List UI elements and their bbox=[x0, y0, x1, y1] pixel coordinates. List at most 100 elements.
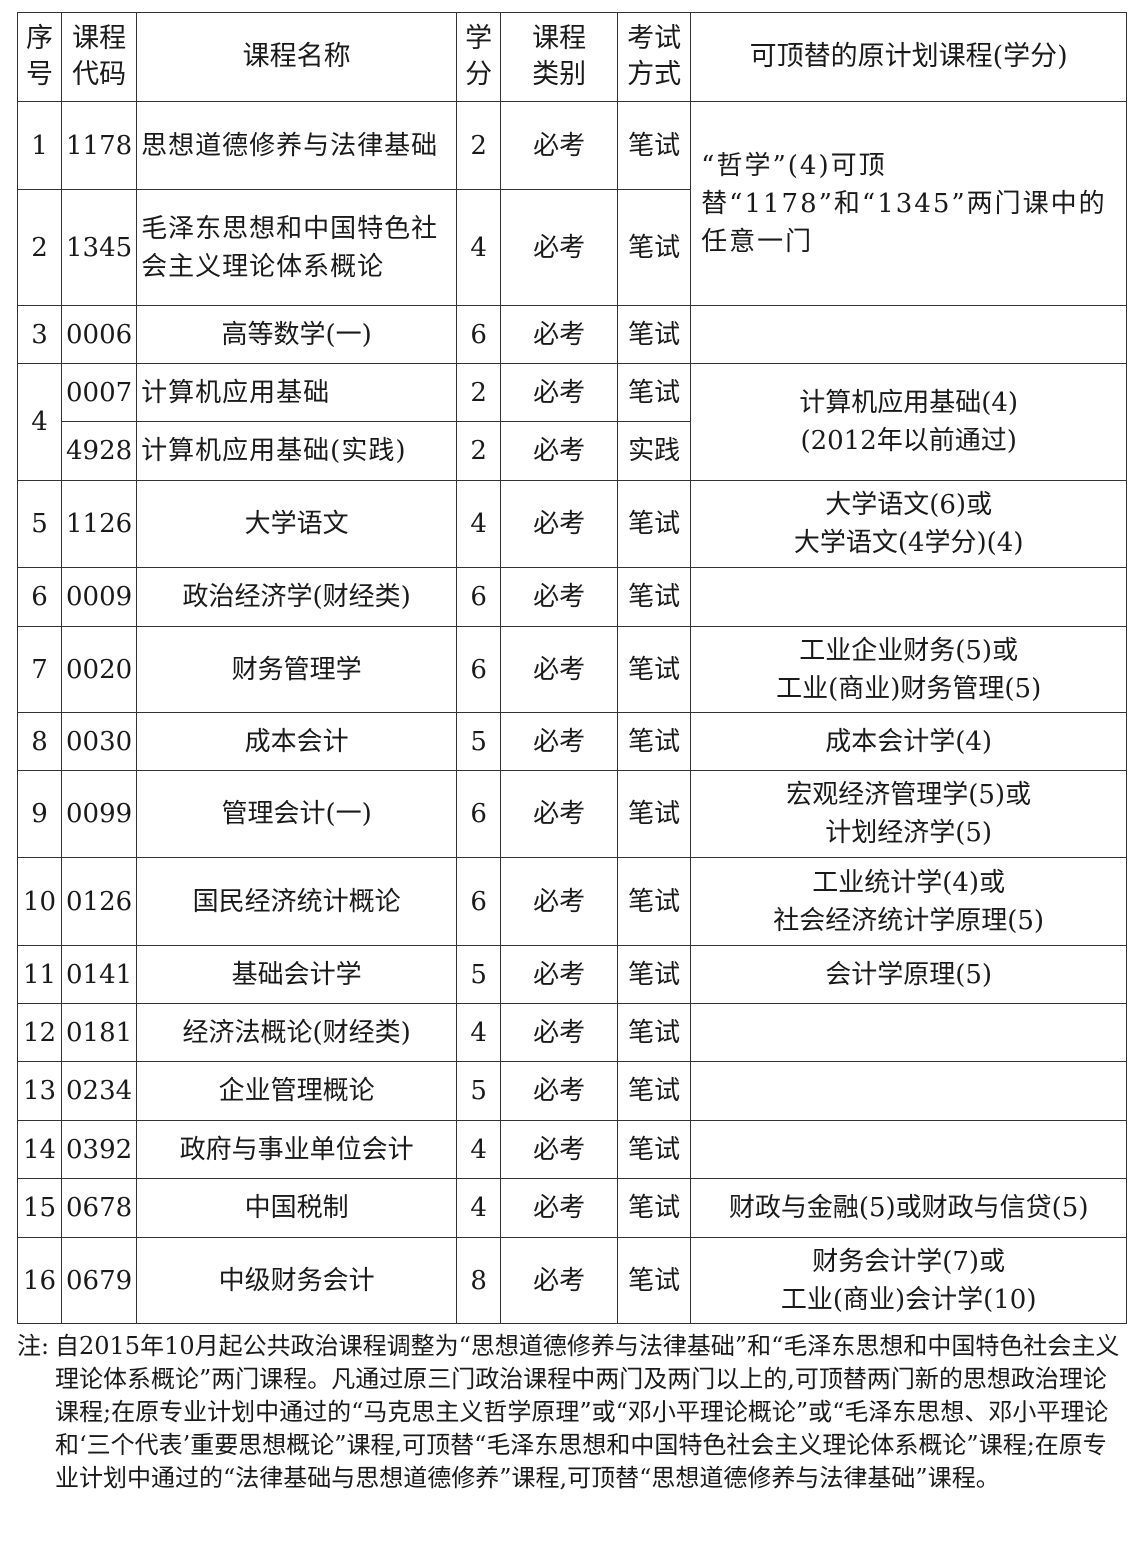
table-row: 5 1126 大学语文 4 必考 笔试 大学语文(6)或 大学语文(4学分)(4) bbox=[17, 480, 1128, 568]
header-name: 课程名称 bbox=[136, 12, 458, 102]
cell-seq: 4 bbox=[17, 363, 62, 481]
cell-credits: 2 bbox=[456, 421, 502, 481]
table-row: 1 1178 思想道德修养与法律基础 2 必考 笔试 “哲学”(4)可顶替“1178”和“1… bbox=[17, 101, 1128, 306]
cell-code: 0181 bbox=[60, 1003, 138, 1062]
header-exam: 考试方式 bbox=[617, 12, 692, 102]
cell-substitute: 会计学原理(5) bbox=[690, 945, 1128, 1004]
cell-code: 0099 bbox=[60, 770, 138, 858]
cell-credits: 5 bbox=[456, 945, 502, 1004]
table-row: 11 0141 基础会计学 5 必考 笔试 会计学原理(5) bbox=[17, 945, 1128, 1004]
table-row: 12 0181 经济法概论(财经类) 4 必考 笔试 bbox=[17, 1003, 1128, 1062]
table-row: 4928 计算机应用基础(实践) 2 必考 实践 bbox=[18, 421, 1127, 481]
cell-substitute: 计算机应用基础(4) (2012年以前通过) bbox=[690, 363, 1128, 481]
cell-credits: 2 bbox=[456, 101, 502, 190]
cell-type: 必考 bbox=[500, 363, 619, 422]
cell-seq: 7 bbox=[17, 626, 62, 713]
cell-substitute: “哲学”(4)可顶替“1178”和“1345”两门课中的任意一门 bbox=[690, 101, 1128, 306]
cell-substitute: 财政与金融(5)或财政与信贷(5) bbox=[690, 1178, 1128, 1238]
cell-substitute: 大学语文(6)或 大学语文(4学分)(4) bbox=[690, 480, 1128, 568]
header-code: 课程代码 bbox=[60, 12, 138, 102]
header-seq: 序号 bbox=[17, 12, 62, 102]
cell-credits: 6 bbox=[456, 857, 502, 946]
cell-credits: 4 bbox=[456, 1003, 502, 1062]
cell-exam: 笔试 bbox=[617, 1237, 692, 1324]
cell-exam: 笔试 bbox=[617, 945, 692, 1004]
cell-substitute bbox=[690, 567, 1128, 627]
cell-type: 必考 bbox=[500, 1120, 619, 1179]
cell-type: 必考 bbox=[500, 770, 619, 858]
cell-credits: 4 bbox=[456, 1120, 502, 1179]
cell-type: 必考 bbox=[500, 1178, 619, 1238]
cell-exam: 笔试 bbox=[617, 480, 692, 568]
cell-seq: 1 bbox=[17, 101, 62, 190]
cell-exam: 笔试 bbox=[617, 1120, 692, 1179]
cell-credits: 4 bbox=[456, 480, 502, 568]
table-row: 13 0234 企业管理概论 5 必考 笔试 bbox=[17, 1061, 1128, 1121]
table-body: 1 1178 思想道德修养与法律基础 2 必考 笔试 “哲学”(4)可顶替“1178”和“1… bbox=[17, 101, 1128, 1324]
table-row: 2 1345 毛泽东思想和中国特色社会主义理论体系概论 4 必考 笔试 bbox=[17, 189, 1127, 306]
cell-code: 0678 bbox=[60, 1178, 138, 1238]
cell-name: 政府与事业单位会计 bbox=[136, 1120, 458, 1179]
cell-exam: 笔试 bbox=[617, 567, 692, 627]
table-row: 14 0392 政府与事业单位会计 4 必考 笔试 bbox=[17, 1120, 1128, 1179]
cell-name: 管理会计(一) bbox=[136, 770, 458, 858]
course-table: 序号 课程代码 课程名称 学分 课程类别 考试方式 可顶替的原计划课程(学分) … bbox=[17, 12, 1128, 1324]
cell-name: 财务管理学 bbox=[136, 626, 458, 713]
cell-credits: 6 bbox=[456, 567, 502, 627]
footnote-text: 自2015年10月起公共政治课程调整为“思想道德修养与法律基础”和“毛泽东思想和… bbox=[55, 1332, 1120, 1492]
table-row: 10 0126 国民经济统计概论 6 必考 笔试 工业统计学(4)或 社会经济统计学原理(5… bbox=[17, 857, 1128, 946]
table-row: 9 0099 管理会计(一) 6 必考 笔试 宏观经济管理学(5)或 计划经济学(5) bbox=[17, 770, 1128, 858]
cell-substitute: 宏观经济管理学(5)或 计划经济学(5) bbox=[690, 770, 1128, 858]
cell-credits: 8 bbox=[456, 1237, 502, 1324]
cell-type: 必考 bbox=[500, 101, 619, 190]
cell-exam: 笔试 bbox=[617, 1003, 692, 1062]
cell-type: 必考 bbox=[500, 189, 619, 306]
cell-code: 0126 bbox=[60, 857, 138, 946]
cell-credits: 6 bbox=[456, 305, 502, 364]
cell-seq: 10 bbox=[17, 857, 62, 946]
cell-name: 中国税制 bbox=[136, 1178, 458, 1238]
cell-code: 0141 bbox=[60, 945, 138, 1004]
cell-code: 1345 bbox=[60, 189, 138, 306]
cell-credits: 6 bbox=[456, 770, 502, 858]
cell-exam: 笔试 bbox=[617, 363, 692, 422]
cell-substitute: 成本会计学(4) bbox=[690, 712, 1128, 771]
cell-credits: 6 bbox=[456, 626, 502, 713]
header-credits: 学分 bbox=[456, 12, 502, 102]
cell-code: 0234 bbox=[60, 1061, 138, 1121]
cell-seq: 12 bbox=[17, 1003, 62, 1062]
cell-seq: 16 bbox=[17, 1237, 62, 1324]
cell-exam: 笔试 bbox=[617, 189, 692, 306]
cell-name: 毛泽东思想和中国特色社会主义理论体系概论 bbox=[136, 189, 458, 306]
cell-seq: 2 bbox=[17, 189, 62, 306]
cell-exam: 笔试 bbox=[617, 857, 692, 946]
cell-name: 政治经济学(财经类) bbox=[136, 567, 458, 627]
cell-name: 大学语文 bbox=[136, 480, 458, 568]
cell-name: 企业管理概论 bbox=[136, 1061, 458, 1121]
cell-substitute bbox=[690, 1061, 1128, 1121]
footnote: 注: 自2015年10月起公共政治课程调整为“思想道德修养与法律基础”和“毛泽东… bbox=[17, 1330, 1125, 1495]
cell-substitute bbox=[690, 305, 1128, 364]
cell-exam: 笔试 bbox=[617, 770, 692, 858]
cell-type: 必考 bbox=[500, 857, 619, 946]
cell-type: 必考 bbox=[500, 712, 619, 771]
cell-code: 0030 bbox=[60, 712, 138, 771]
cell-name: 国民经济统计概论 bbox=[136, 857, 458, 946]
cell-code: 0009 bbox=[60, 567, 138, 627]
table-row: 7 0020 财务管理学 6 必考 笔试 工业企业财务(5)或 工业(商业)财务管理(5) bbox=[17, 626, 1128, 713]
header-type: 课程类别 bbox=[500, 12, 619, 102]
cell-credits: 5 bbox=[456, 1061, 502, 1121]
cell-credits: 4 bbox=[456, 1178, 502, 1238]
cell-exam: 笔试 bbox=[617, 1178, 692, 1238]
cell-type: 必考 bbox=[500, 1061, 619, 1121]
cell-code: 4928 bbox=[60, 421, 138, 481]
cell-seq: 15 bbox=[17, 1178, 62, 1238]
cell-type: 必考 bbox=[500, 1003, 619, 1062]
cell-substitute bbox=[690, 1120, 1128, 1179]
cell-code: 0006 bbox=[60, 305, 138, 364]
cell-substitute: 财务会计学(7)或 工业(商业)会计学(10) bbox=[690, 1237, 1128, 1324]
cell-code: 1178 bbox=[60, 101, 138, 190]
table-row: 16 0679 中级财务会计 8 必考 笔试 财务会计学(7)或 工业(商业)会计学(10) bbox=[17, 1237, 1128, 1324]
cell-seq: 9 bbox=[17, 770, 62, 858]
cell-type: 必考 bbox=[500, 480, 619, 568]
